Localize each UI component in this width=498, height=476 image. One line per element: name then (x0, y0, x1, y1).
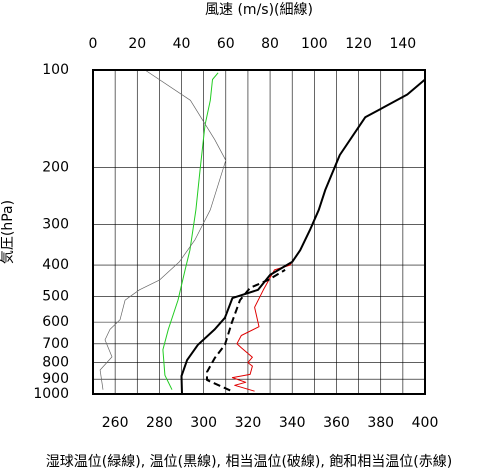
top-tick-label: 80 (261, 36, 279, 52)
x-tick-label: 360 (323, 415, 350, 431)
x-axis-title: 湿球温位(緑線), 温位(黒線), 相当温位(破線), 飽和相当温位(赤線) (46, 453, 452, 470)
top-axis-title: 風速 (m/s)(細線) (205, 2, 313, 18)
profile-line (231, 79, 426, 392)
y-tick-label: 500 (42, 288, 69, 304)
plot-frame (92, 69, 426, 395)
x-tick-label: 340 (279, 415, 306, 431)
profile-line (180, 78, 426, 395)
x-tick-label: 400 (412, 415, 439, 431)
top-tick-label: 0 (89, 36, 98, 52)
x-tick-label: 260 (102, 415, 129, 431)
profile-line (99, 69, 227, 390)
y-tick-label: 200 (42, 160, 69, 176)
top-tick-label: 60 (217, 36, 235, 52)
profile-line (162, 72, 219, 390)
y-tick-label: 800 (42, 355, 69, 371)
y-tick-label: 900 (42, 371, 69, 387)
y-tick-label: 400 (42, 257, 69, 273)
y-axis-title: 気圧(hPa) (0, 200, 16, 264)
x-tick-label: 380 (367, 415, 394, 431)
y-tick-label: 300 (42, 217, 69, 233)
x-tick-label: 320 (235, 415, 262, 431)
x-tick-label: 280 (146, 415, 173, 431)
top-tick-label: 140 (389, 36, 416, 52)
top-tick-label: 20 (128, 36, 146, 52)
top-tick-label: 40 (173, 36, 191, 52)
y-tick-label: 600 (42, 314, 69, 330)
profile-line (206, 269, 286, 392)
top-tick-label: 120 (345, 36, 372, 52)
top-tick-label: 100 (301, 36, 328, 52)
y-tick-label: 700 (42, 336, 69, 352)
x-tick-label: 300 (190, 415, 217, 431)
y-tick-label: 1000 (33, 386, 69, 402)
y-tick-label: 100 (42, 62, 69, 78)
